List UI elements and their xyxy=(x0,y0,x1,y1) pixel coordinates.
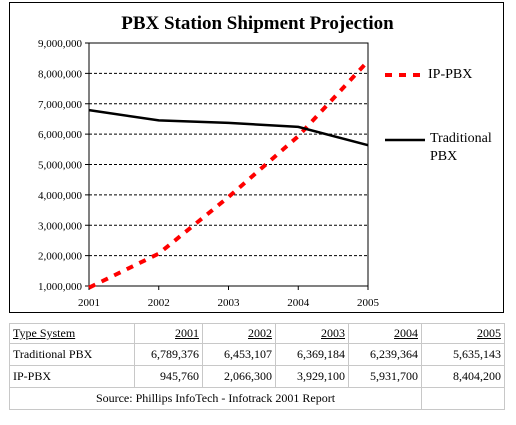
table-row: IP-PBX 945,760 2,066,300 3,929,100 5,931… xyxy=(9,365,505,388)
table-cell: 8,404,200 xyxy=(421,365,505,388)
line-chart: 1,000,000 2,000,000 3,000,000 4,000,000 5,00… xyxy=(38,38,425,309)
x-tick-label: 2001 xyxy=(78,297,100,309)
x-tick-label: 2005 xyxy=(357,297,380,309)
table-header-row: Type System 2001 2002 2003 2004 2005 xyxy=(9,323,505,344)
legend-traditional-label-line2: PBX xyxy=(430,149,458,164)
x-tick-label: 2004 xyxy=(287,297,310,309)
legend-traditional-label-line1: Traditional xyxy=(430,131,492,146)
chart-frame: 1,000,000 2,000,000 3,000,000 4,000,000 5,00… xyxy=(9,2,504,313)
chart-title: PBX Station Shipment Projection xyxy=(121,13,394,34)
y-tick-label: 2,000,000 xyxy=(38,251,83,263)
header-type-system: Type System xyxy=(9,323,135,344)
source-row: Source: Phillips InfoTech - Infotrack 20… xyxy=(9,387,505,410)
y-tick-label: 9,000,000 xyxy=(38,38,83,50)
table-row: Traditional PBX 6,789,376 6,453,107 6,36… xyxy=(9,343,505,366)
table-cell: 6,369,184 xyxy=(275,343,349,366)
row-label-traditional-pbx: Traditional PBX xyxy=(9,343,135,366)
y-tick-label: 1,000,000 xyxy=(38,281,83,293)
table-cell: 6,789,376 xyxy=(134,343,203,366)
header-year-2005: 2005 xyxy=(421,323,505,344)
header-year-2002: 2002 xyxy=(202,323,276,344)
y-tick-label: 7,000,000 xyxy=(38,99,83,111)
y-tick-label: 4,000,000 xyxy=(38,190,83,202)
table-cell: 2,066,300 xyxy=(202,365,276,388)
table-cell: 945,760 xyxy=(134,365,203,388)
y-tick-label: 5,000,000 xyxy=(38,160,83,172)
header-year-2001: 2001 xyxy=(134,323,203,344)
header-year-2003: 2003 xyxy=(275,323,349,344)
legend-ip-pbx-label: IP-PBX xyxy=(428,67,473,82)
y-tick-label: 3,000,000 xyxy=(38,220,83,232)
row-label-ip-pbx: IP-PBX xyxy=(9,365,135,388)
table-cell: 6,453,107 xyxy=(202,343,276,366)
x-tick-label: 2002 xyxy=(148,297,170,309)
series-line-traditional-pbx xyxy=(88,108,369,147)
header-year-2004: 2004 xyxy=(348,323,422,344)
table-cell: 5,931,700 xyxy=(348,365,422,388)
data-table: Type System 2001 2002 2003 2004 2005 Tra… xyxy=(9,323,505,410)
y-tick-label: 8,000,000 xyxy=(38,68,83,80)
table-cell: 6,239,364 xyxy=(348,343,422,366)
table-cell: 5,635,143 xyxy=(421,343,505,366)
series-line-ip-pbx xyxy=(88,59,370,290)
table-cell: 3,929,100 xyxy=(275,365,349,388)
x-tick-label: 2003 xyxy=(218,297,241,309)
y-tick-label: 6,000,000 xyxy=(38,129,83,141)
source-row-empty-cell xyxy=(421,387,505,410)
source-note: Source: Phillips InfoTech - Infotrack 20… xyxy=(9,387,422,410)
